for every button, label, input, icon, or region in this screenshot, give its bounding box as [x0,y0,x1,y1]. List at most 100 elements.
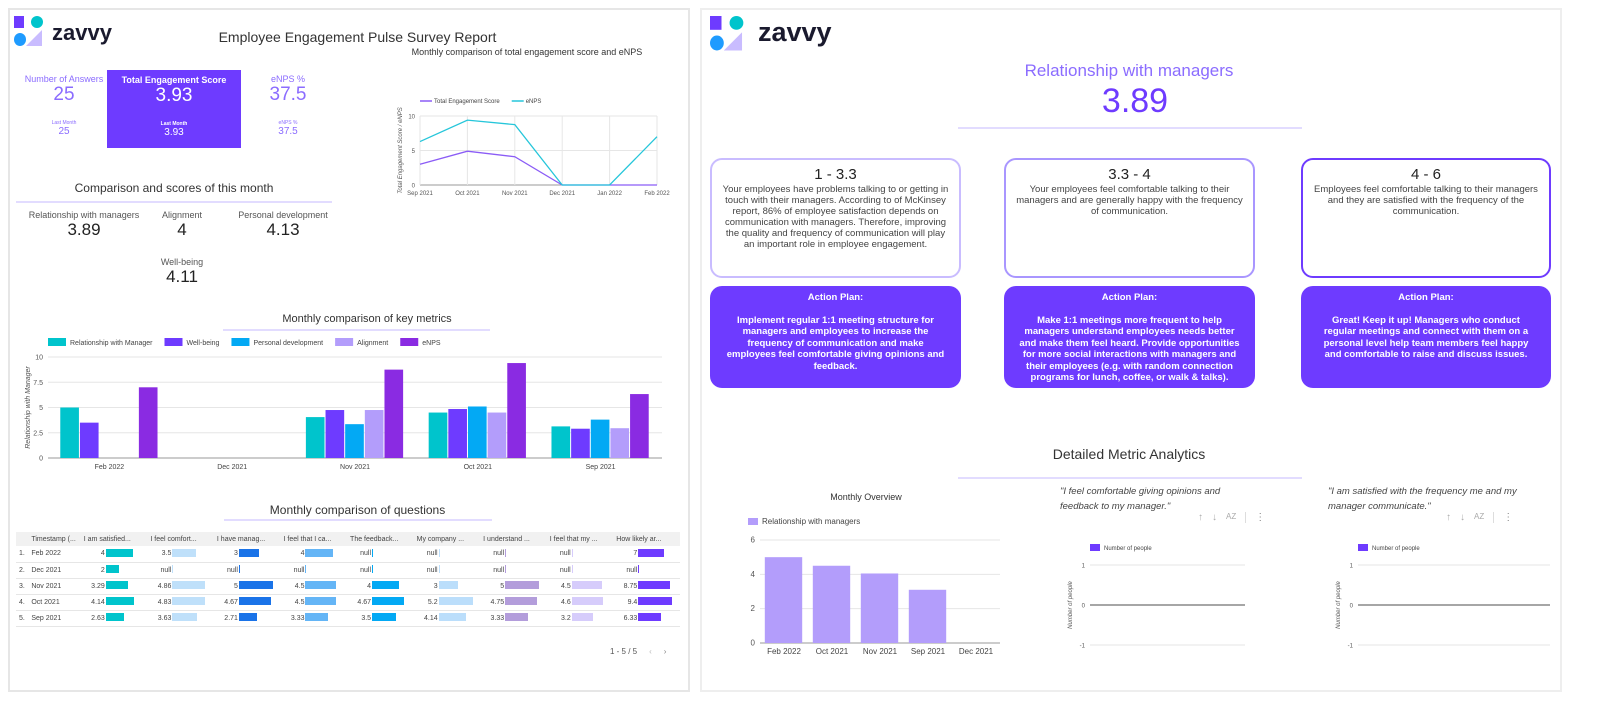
more-vert-icon[interactable]: ⋮ [1503,512,1514,523]
score-relationship: Relationship with managers 3.89 [28,210,140,239]
cell-value: 3.5 [361,614,372,622]
bar-cell: 6.33 [613,610,680,627]
cell-value: 5.2 [427,598,438,606]
bar-cell: 3.33 [480,610,547,627]
cell-bar [305,613,329,621]
cell-value: 4 [300,550,305,558]
legend-swatch [748,518,758,525]
metric-title: Relationship with managers [1024,61,1234,80]
cell-value: 4.5 [294,598,305,606]
bar-cell: null [347,546,414,563]
sort-az-icon[interactable]: AZ [1474,512,1485,521]
legend-label: Well-being [187,340,220,347]
bar-cell: 4.75 [480,594,547,611]
cell-value: 4.67 [224,598,238,606]
arrow-down-icon[interactable]: ↓ [1212,512,1217,523]
cell-value: 4.67 [357,598,372,606]
bar-alignment [364,410,384,458]
table-row: 2. Dec 2021 2 null null null null null null null n… [16,562,680,579]
column-header[interactable]: I understand ... [480,532,547,546]
cell-bar [438,613,466,621]
range-card-mid: 3.3 - 4 Your employees feel comfortable t… [1004,158,1255,278]
cell-bar [571,597,603,605]
cell-bar [571,613,594,621]
cell-bar [172,613,198,621]
x-tick-label: Nov 2021 [863,647,898,656]
legend-swatch [48,338,66,346]
next-page-icon[interactable]: › [663,647,667,656]
sort-az-icon[interactable]: AZ [1226,512,1237,521]
arrow-up-icon[interactable]: ↑ [1198,512,1203,523]
cell-bar [238,565,240,573]
column-header[interactable]: I am satisfied... [80,532,148,546]
cell-value: 3.2 [561,614,571,622]
monthly-overview-bar-chart: Monthly Overview Relationship with manage… [748,492,1000,656]
y-tick-label: 10 [35,355,43,362]
kpi-answers: Number of Answers 25 Last Month 25 [24,74,104,137]
row-index: 2. [16,562,29,579]
pagination: 1 - 5 / 5 ‹ › [610,647,666,656]
bar-cell: null [213,562,281,579]
action-plan-mid: Action Plan: Make 1:1 meetings more frequ… [1004,286,1255,388]
brand-name: zavvy [52,20,112,45]
questions-heading: Monthly comparison of questions [269,503,446,517]
y-axis-label: Total Engagement Score / eNPS [398,107,404,194]
bar-alignment [487,412,507,458]
column-header[interactable]: Timestamp (... [28,532,81,546]
cell-value: 3 [433,582,438,590]
bar-cell: 3 [213,546,281,563]
cell-value: 5 [500,582,505,590]
legend-swatch [335,338,354,346]
chart-title: Monthly Overview [830,492,902,502]
y-tick-label: 0 [1082,604,1086,610]
trend-line-chart: Monthly comparison of total engagement s… [398,47,670,197]
column-header[interactable]: I feel comfort... [147,532,214,546]
x-tick-label: Dec 2021 [217,464,247,471]
y-tick-label: 1 [1350,564,1354,570]
cell-bar [438,581,459,589]
bar-relationship-with-manager [60,407,79,458]
column-header[interactable]: The feedback... [347,532,414,546]
bar-well-being [79,422,99,458]
column-header[interactable]: I feel that my ... [546,532,614,546]
cell-value: 4.14 [91,598,105,606]
cell-value: 4.5 [294,582,305,590]
bar-cell: 4.5 [546,578,614,595]
cell-bar [172,565,174,573]
bar-cell: 3.5 [347,610,414,627]
bar-well-being [325,410,345,458]
bar-alignment [610,428,630,458]
cell-value: null [360,566,372,574]
kpi-engagement-box: Total Engagement Score 3.93 Last Month 3… [107,70,241,148]
bar-enps [384,369,404,458]
question-2-bar-chart: Number of people -1 0 1 Number of people [1336,544,1550,650]
column-header[interactable] [16,532,29,546]
question-quote-1: "I feel comfortable giving opinions and … [1060,486,1221,512]
x-tick-label: Jan 2022 [597,191,622,197]
bar-cell: null [546,546,614,563]
cell-value: 3.29 [91,582,105,590]
arrow-down-icon[interactable]: ↓ [1460,512,1465,523]
prev-page-icon[interactable]: ‹ [649,647,652,656]
cell-bar [238,597,271,605]
bar-cell: 3.5 [147,546,214,563]
arrow-up-icon[interactable]: ↑ [1446,512,1451,523]
action-plan-low: Action Plan: Implement regular 1:1 meetin… [710,286,961,388]
column-header[interactable]: I have manag... [213,532,281,546]
cell-value: null [426,550,438,558]
metric-value: 3.89 [1101,82,1169,120]
cell-bar [638,565,640,573]
cell-value: null [426,566,438,574]
more-vert-icon[interactable]: ⋮ [1255,512,1266,523]
y-tick-label: -1 [1348,644,1354,650]
cell-bar [372,613,396,621]
column-header[interactable]: How likely ar... [613,532,680,546]
bar-relationship-with-manager [551,426,571,458]
column-header[interactable]: I feel that I ca... [280,532,348,546]
legend-swatch [231,338,250,346]
cell-bar [571,565,573,573]
column-header[interactable]: My company ... [413,532,481,546]
bar-cell: 3.29 [80,578,148,595]
range-card-high: 4 - 6 Employees feel comfortable talking … [1301,158,1551,278]
chart-toolbar: ↑ ↓ AZ ⋮ [1198,512,1265,523]
